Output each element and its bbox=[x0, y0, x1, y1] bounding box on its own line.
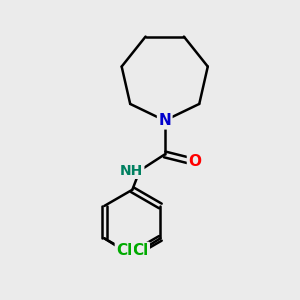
Text: NH: NH bbox=[120, 164, 143, 178]
Text: N: N bbox=[158, 113, 171, 128]
Text: O: O bbox=[188, 154, 201, 169]
Text: Cl: Cl bbox=[132, 243, 148, 258]
Text: Cl: Cl bbox=[116, 243, 132, 258]
